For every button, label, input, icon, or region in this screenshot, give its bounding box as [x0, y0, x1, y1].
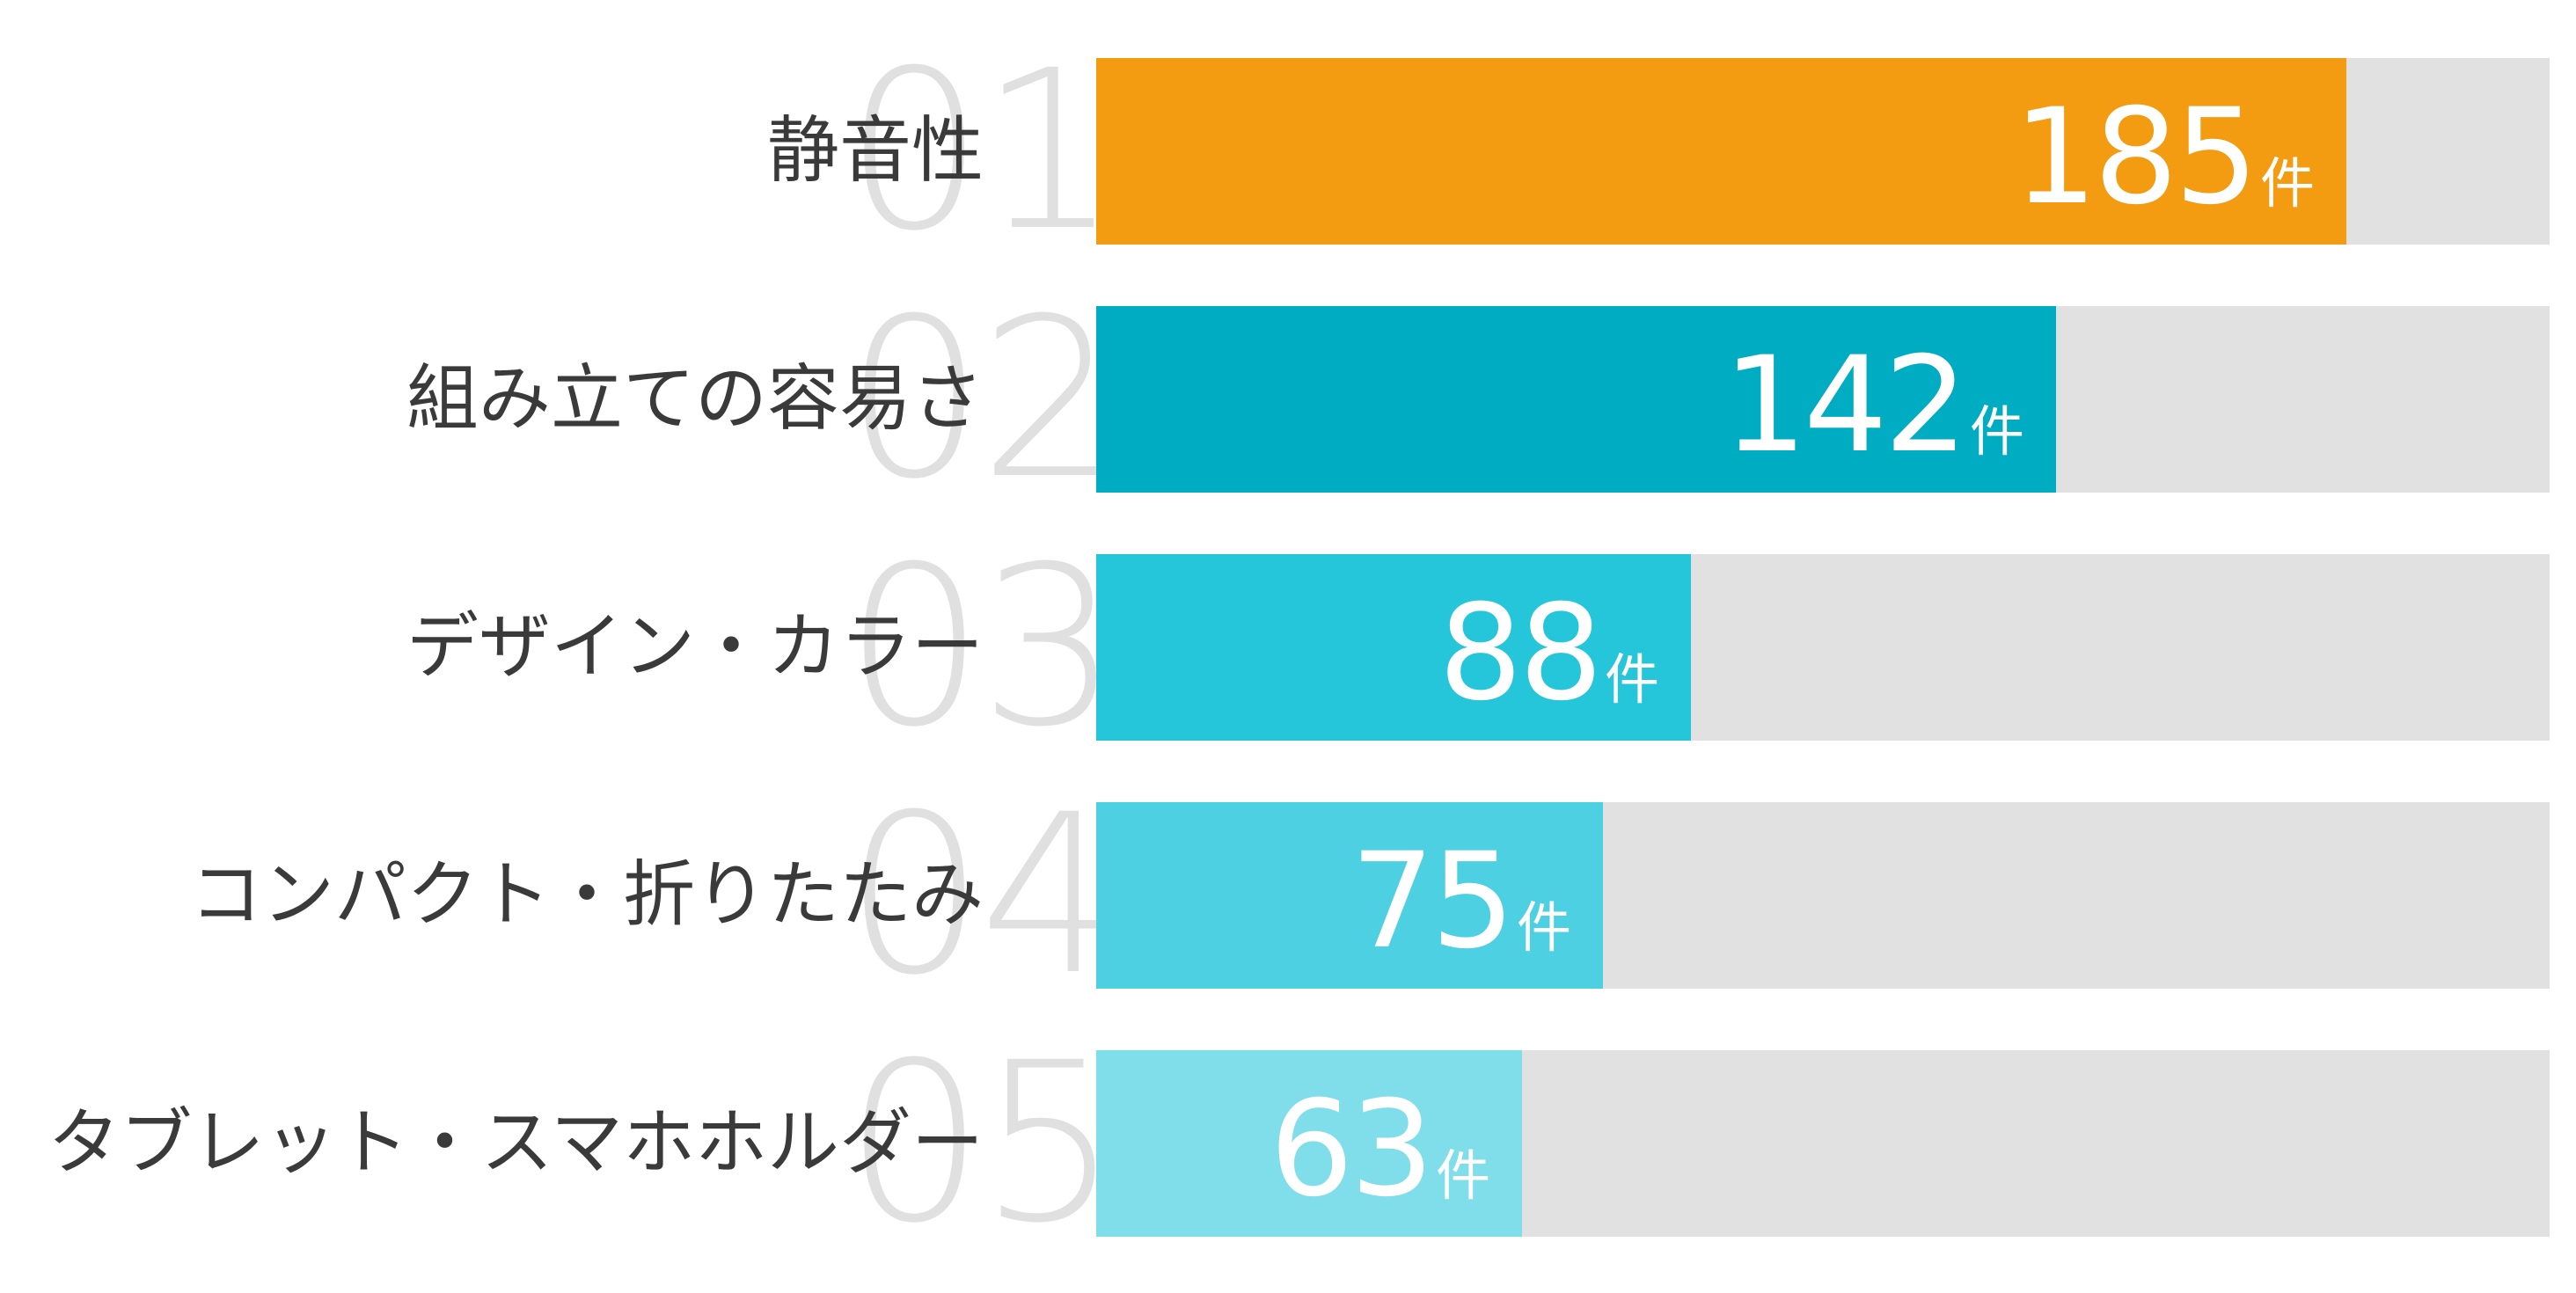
bar-value-number: 142 — [1723, 329, 1968, 482]
rank-number: 02 — [845, 271, 1119, 527]
bar-row: 03 デザイン・カラー 88件 — [0, 519, 2576, 775]
bar: 63件 — [1096, 1050, 1522, 1237]
bar-value-number: 75 — [1350, 825, 1515, 978]
category-label: タブレット・スマホホルダー — [48, 1101, 984, 1185]
bar-row: 02 組み立ての容易さ 142件 — [0, 271, 2576, 527]
rank-number: 01 — [845, 23, 1119, 279]
rank-number: 04 — [845, 767, 1119, 1023]
bar-track: 88件 — [1096, 554, 2550, 741]
bar-row: 01 静音性 185件 — [0, 23, 2576, 279]
bar-track: 63件 — [1096, 1050, 2550, 1237]
bar-value-unit: 件 — [1969, 399, 2024, 464]
rank-number: 03 — [845, 519, 1119, 775]
bar-track: 185件 — [1096, 58, 2550, 245]
bar-value-number: 63 — [1270, 1073, 1434, 1226]
bar: 142件 — [1096, 306, 2056, 493]
bar-row: 04 コンパクト・折りたたみ 75件 — [0, 767, 2576, 1023]
category-label: 静音性 — [766, 109, 984, 193]
bar: 185件 — [1096, 58, 2346, 245]
bar-value-unit: 件 — [1516, 895, 1571, 960]
bar: 88件 — [1096, 554, 1691, 741]
category-label: 組み立ての容易さ — [406, 357, 984, 441]
bar-track: 142件 — [1096, 306, 2550, 493]
bar-value-unit: 件 — [1604, 647, 1659, 712]
bar-value-number: 88 — [1438, 577, 1603, 730]
bar-track: 75件 — [1096, 802, 2550, 989]
bar-value-label: 88件 — [1438, 588, 1659, 720]
bar-value-label: 142件 — [1723, 340, 2024, 471]
rank-number: 05 — [845, 1015, 1119, 1271]
category-label: デザイン・カラー — [406, 605, 984, 689]
bar-value-label: 185件 — [2014, 91, 2315, 223]
category-label: コンパクト・折りたたみ — [189, 853, 984, 937]
bar-row: 05 タブレット・スマホホルダー 63件 — [0, 1015, 2576, 1271]
bar-value-label: 75件 — [1350, 836, 1571, 968]
bar: 75件 — [1096, 802, 1603, 989]
bar-value-unit: 件 — [2259, 151, 2315, 216]
bar-value-unit: 件 — [1435, 1143, 1490, 1208]
bar-value-number: 185 — [2013, 81, 2258, 234]
bar-value-label: 63件 — [1270, 1084, 1490, 1216]
